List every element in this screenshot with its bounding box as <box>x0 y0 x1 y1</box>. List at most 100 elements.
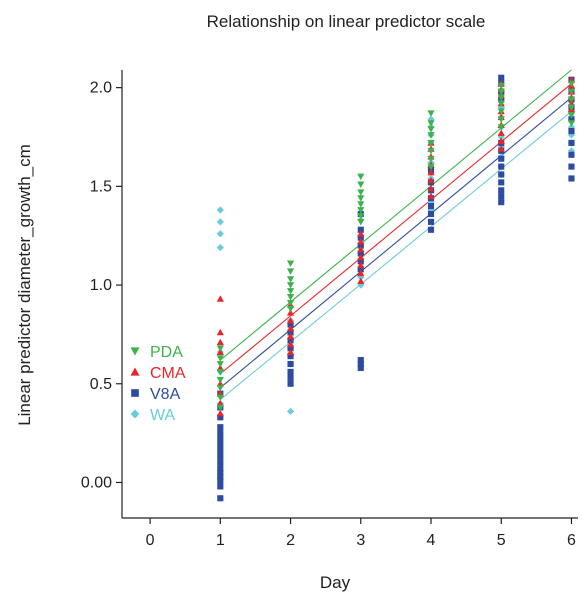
data-point-v8a <box>568 128 575 135</box>
x-axis-ticks: 0 1 2 3 4 5 6 <box>146 518 576 549</box>
data-point-pda <box>497 88 505 96</box>
data-point-pda <box>567 96 576 104</box>
data-point-v8a <box>287 374 294 381</box>
data-point-v8a <box>357 242 364 249</box>
data-point-v8a <box>217 465 224 472</box>
data-points <box>216 74 576 502</box>
data-point-v8a <box>217 435 224 443</box>
data-point-cma <box>216 295 224 302</box>
data-point-v8a <box>287 329 294 336</box>
data-point-v8a <box>287 345 294 352</box>
data-point-cma <box>427 168 435 176</box>
data-point-v8a <box>568 163 575 170</box>
y-tick-label: 1.5 <box>90 178 112 195</box>
x-tick-label: 0 <box>146 532 155 549</box>
trend-line-v8a <box>219 97 572 389</box>
legend-label-v8a: V8A <box>150 386 181 403</box>
legend-marker-pda <box>130 347 140 356</box>
data-point-pda <box>427 110 435 117</box>
data-point-cma <box>357 238 365 245</box>
data-point-v8a <box>427 226 435 233</box>
data-point-v8a <box>217 441 224 449</box>
data-point-pda <box>286 268 295 275</box>
y-tick-label: 0.5 <box>90 376 112 393</box>
data-point-v8a <box>498 155 505 162</box>
data-point-cma <box>497 145 505 152</box>
data-point-cma <box>427 192 435 200</box>
data-point-v8a <box>498 187 505 194</box>
data-point-pda <box>216 369 224 376</box>
trend-lines <box>219 69 572 400</box>
data-point-pda <box>216 355 224 362</box>
data-point-pda <box>427 155 435 163</box>
data-point-cma <box>497 129 505 136</box>
data-point-v8a <box>287 360 294 368</box>
legend-label-wa: WA <box>150 407 176 424</box>
data-point-v8a <box>357 364 364 372</box>
data-point-wa <box>216 206 224 214</box>
x-tick-label: 3 <box>356 532 365 549</box>
data-point-pda <box>286 294 295 301</box>
y-tick-label: 2.0 <box>90 80 112 97</box>
data-point-pda <box>286 288 295 295</box>
data-point-pda <box>216 404 224 412</box>
data-point-pda <box>216 376 224 384</box>
data-point-v8a <box>217 495 224 502</box>
x-tick-label: 6 <box>567 532 576 549</box>
data-point-v8a <box>357 357 364 364</box>
data-point-cma <box>357 230 365 237</box>
y-tick-label: 1.0 <box>90 277 112 294</box>
data-point-wa <box>216 243 224 252</box>
data-point-v8a <box>498 199 505 206</box>
data-point-v8a <box>217 424 224 431</box>
data-point-pda <box>567 120 576 127</box>
data-point-pda <box>497 100 505 108</box>
data-point-cma <box>357 245 365 253</box>
data-point-pda <box>427 120 435 127</box>
trend-line-wa <box>219 110 572 400</box>
data-point-v8a <box>217 469 224 476</box>
data-point-v8a <box>217 483 224 490</box>
x-tick-label: 2 <box>286 532 295 549</box>
data-point-v8a <box>568 116 575 123</box>
legend-label-cma: CMA <box>150 365 186 382</box>
data-point-pda <box>427 140 435 147</box>
data-point-pda <box>357 195 365 202</box>
data-point-pda <box>357 189 365 196</box>
data-point-cma <box>497 137 505 144</box>
data-point-pda <box>567 112 576 119</box>
data-point-cma <box>357 253 365 261</box>
data-point-pda <box>427 163 435 171</box>
data-point-pda <box>497 94 505 102</box>
x-tick-label: 1 <box>216 532 225 549</box>
data-point-v8a <box>287 368 294 375</box>
trend-line-pda <box>219 69 572 361</box>
data-point-pda <box>357 173 365 181</box>
data-point-wa <box>286 407 295 415</box>
data-point-cma <box>357 261 365 269</box>
y-axis-label: Linear predictor diameter_growth_cm <box>15 144 34 426</box>
data-point-pda <box>286 276 295 283</box>
data-point-v8a <box>217 459 224 466</box>
data-point-v8a <box>357 360 364 368</box>
data-point-v8a <box>287 380 294 387</box>
data-point-pda <box>427 132 435 139</box>
data-point-pda <box>357 201 365 208</box>
data-point-v8a <box>357 250 364 257</box>
data-point-pda <box>567 104 576 111</box>
data-point-cma <box>286 316 295 324</box>
data-point-pda <box>286 282 295 289</box>
data-point-cma <box>286 324 295 332</box>
data-point-v8a <box>217 473 224 480</box>
legend: PDA CMA V8A WA <box>130 344 186 424</box>
data-point-pda <box>427 147 435 155</box>
data-point-v8a <box>217 477 224 484</box>
data-point-v8a <box>357 226 364 233</box>
data-point-v8a <box>568 175 575 182</box>
data-point-v8a <box>357 234 364 241</box>
data-point-pda <box>216 384 224 392</box>
x-tick-label: 4 <box>427 532 436 549</box>
data-point-pda <box>567 88 576 96</box>
data-point-wa <box>216 230 224 238</box>
